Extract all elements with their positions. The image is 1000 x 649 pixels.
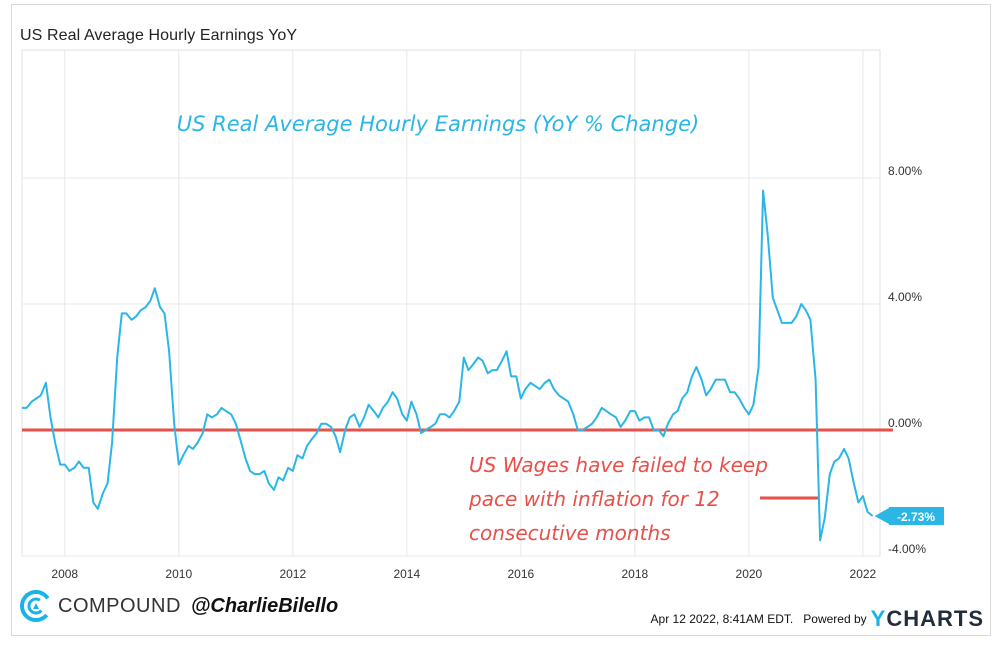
powered-by-label: Powered by <box>803 612 867 626</box>
annotation-line: pace with inflation for 12 <box>468 487 720 511</box>
x-tick-label: 2008 <box>51 567 78 581</box>
y-tick-label: 8.00% <box>888 164 922 178</box>
last-value-badge <box>889 506 944 525</box>
y-tick-label: -4.00% <box>888 542 926 556</box>
x-tick-label: 2020 <box>736 567 763 581</box>
x-tick-label: 2010 <box>165 567 192 581</box>
compound-branding: COMPOUND @CharlieBilello <box>20 590 338 622</box>
last-value-pointer <box>874 507 889 524</box>
brand-name: COMPOUND <box>58 594 181 617</box>
chart-metadata: Apr 12 2022, 8:41AM EDT. Powered by YCHA… <box>651 606 984 632</box>
last-value-label: -2.73% <box>897 510 935 524</box>
ycharts-logo[interactable]: YCHARTS <box>871 606 984 632</box>
annotation-line: US Wages have failed to keep <box>469 453 768 477</box>
annotation-line: consecutive months <box>469 521 671 545</box>
y-tick-label: 0.00% <box>888 416 922 430</box>
page-title: US Real Average Hourly Earnings YoY <box>20 27 298 44</box>
chart-inner-title: US Real Average Hourly Earnings (YoY % C… <box>177 112 699 136</box>
ycharts-logo-text: CHARTS <box>886 606 984 631</box>
timestamp: Apr 12 2022, 8:41AM EDT. <box>650 612 794 626</box>
chart-frame <box>11 4 991 636</box>
author-handle: @CharlieBilello <box>190 594 339 617</box>
x-tick-label: 2014 <box>393 567 420 581</box>
x-tick-label: 2012 <box>279 567 306 581</box>
x-tick-label: 2016 <box>507 567 534 581</box>
x-tick-label: 2018 <box>622 567 649 581</box>
y-tick-label: 4.00% <box>888 290 922 304</box>
compound-logo-icon <box>20 590 52 622</box>
x-tick-label: 2022 <box>850 567 877 581</box>
ycharts-logo-y: Y <box>870 606 887 631</box>
series-line <box>22 189 874 542</box>
